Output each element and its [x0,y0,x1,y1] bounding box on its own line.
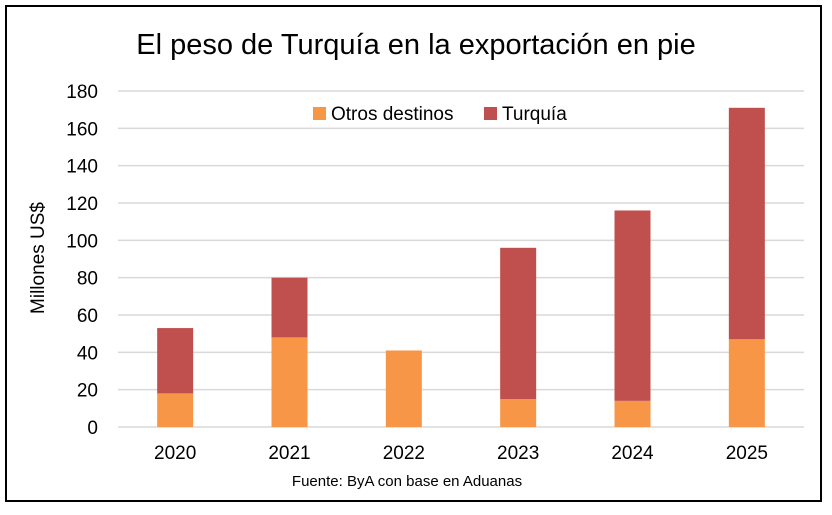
x-tick-label: 2023 [497,443,539,464]
y-tick-label: 100 [66,231,98,252]
y-tick-label: 140 [66,157,98,178]
x-tick-label: 2024 [611,443,654,464]
y-tick-label: 20 [77,381,98,402]
legend-swatch-turquia [484,107,497,120]
y-axis-label: Millones US$ [28,202,49,314]
bar-otros-destinos-2021 [271,337,308,427]
bar-otros-destinos-2022 [385,350,422,427]
bar-turquia-2020 [157,328,194,394]
legend: Otros destinos Turquía [313,104,567,125]
y-tick-label: 180 [66,82,98,103]
x-tick-label: 2025 [726,443,768,464]
bar-otros-destinos-2023 [500,399,537,427]
chart-title: El peso de Turquía en la exportación en … [136,29,695,61]
legend-swatch-otros-destinos [313,107,326,120]
bar-otros-destinos-2020 [157,393,194,427]
bar-turquia-2023 [500,247,537,399]
y-tick-label: 60 [77,306,98,327]
bar-otros-destinos-2024 [614,400,651,427]
bar-turquia-2025 [728,107,765,340]
legend-label: Turquía [502,104,567,125]
legend-label: Otros destinos [331,104,454,125]
x-tick-label: 2022 [383,443,425,464]
y-tick-label: 80 [77,269,98,290]
y-axis-ticks: 0 20 40 60 80 100 120 140 160 180 [66,82,98,439]
bar-turquia-2021 [271,277,308,338]
y-tick-label: 40 [77,343,98,364]
bars [157,107,765,427]
bar-otros-destinos-2025 [728,339,765,427]
source-note: Fuente: ByA con base en Aduanas [292,473,522,490]
x-axis-ticks: 2020 2021 2022 2023 2024 2025 [154,443,768,464]
x-tick-label: 2020 [154,443,196,464]
y-tick-label: 0 [87,418,98,439]
y-tick-label: 160 [66,119,98,140]
x-tick-label: 2021 [268,443,310,464]
bar-turquia-2024 [614,210,651,401]
y-tick-label: 120 [66,194,98,215]
gridlines [118,90,804,428]
